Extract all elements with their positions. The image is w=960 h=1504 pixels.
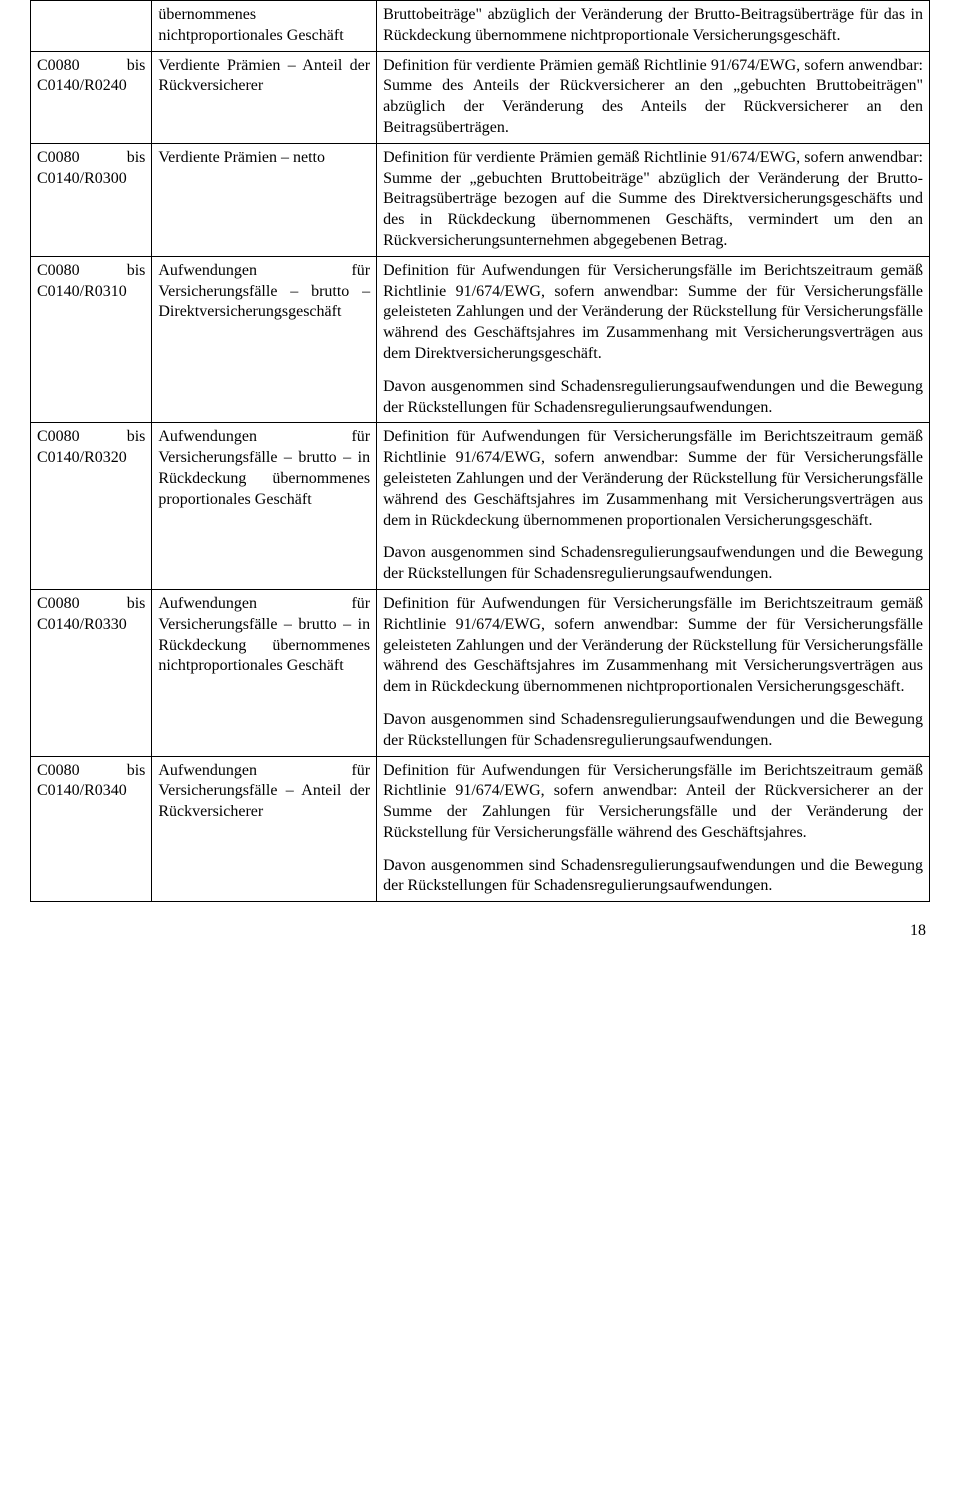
description-paragraph: Bruttobeiträge" abzüglich der Veränderun… — [383, 5, 923, 47]
description-paragraph: Definition für verdiente Prämien gemäß R… — [383, 148, 923, 252]
table-body: übernommenes nichtproportionales Geschäf… — [31, 1, 930, 902]
cell-description: Definition für Aufwendungen für Versiche… — [377, 756, 930, 902]
cell-label: Aufwendungen für Versicherungsfälle – br… — [152, 423, 377, 590]
table-row: C0080 bis C0140/R0320Aufwendungen für Ve… — [31, 423, 930, 590]
description-paragraph: Davon ausgenommen sind Schadensregulieru… — [383, 856, 923, 898]
cell-label: übernommenes nichtproportionales Geschäf… — [152, 1, 377, 52]
page-number: 18 — [30, 902, 930, 940]
cell-code: C0080 bis C0140/R0340 — [31, 756, 152, 902]
cell-description: Definition für Aufwendungen für Versiche… — [377, 423, 930, 590]
cell-code: C0080 bis C0140/R0300 — [31, 143, 152, 256]
table-row: C0080 bis C0140/R0240Verdiente Prämien –… — [31, 51, 930, 143]
description-paragraph: Davon ausgenommen sind Schadensregulieru… — [383, 710, 923, 752]
cell-label: Aufwendungen für Versicherungsfälle – An… — [152, 756, 377, 902]
cell-label: Aufwendungen für Versicherungsfälle – br… — [152, 589, 377, 756]
description-paragraph: Definition für Aufwendungen für Versiche… — [383, 261, 923, 365]
table-row: übernommenes nichtproportionales Geschäf… — [31, 1, 930, 52]
description-paragraph: Definition für verdiente Prämien gemäß R… — [383, 56, 923, 139]
table-row: C0080 bis C0140/R0330Aufwendungen für Ve… — [31, 589, 930, 756]
description-paragraph: Definition für Aufwendungen für Versiche… — [383, 761, 923, 844]
data-table: übernommenes nichtproportionales Geschäf… — [30, 0, 930, 902]
cell-code: C0080 bis C0140/R0320 — [31, 423, 152, 590]
cell-label: Verdiente Prämien – Anteil der Rückversi… — [152, 51, 377, 143]
cell-description: Bruttobeiträge" abzüglich der Veränderun… — [377, 1, 930, 52]
cell-code: C0080 bis C0140/R0310 — [31, 256, 152, 423]
cell-code — [31, 1, 152, 52]
cell-description: Definition für Aufwendungen für Versiche… — [377, 589, 930, 756]
table-row: C0080 bis C0140/R0340Aufwendungen für Ve… — [31, 756, 930, 902]
cell-description: Definition für verdiente Prämien gemäß R… — [377, 51, 930, 143]
table-row: C0080 bis C0140/R0310Aufwendungen für Ve… — [31, 256, 930, 423]
cell-description: Definition für verdiente Prämien gemäß R… — [377, 143, 930, 256]
description-paragraph: Definition für Aufwendungen für Versiche… — [383, 594, 923, 698]
cell-description: Definition für Aufwendungen für Versiche… — [377, 256, 930, 423]
cell-label: Verdiente Prämien – netto — [152, 143, 377, 256]
table-row: C0080 bis C0140/R0300Verdiente Prämien –… — [31, 143, 930, 256]
cell-code: C0080 bis C0140/R0330 — [31, 589, 152, 756]
cell-label: Aufwendungen für Versicherungsfälle – br… — [152, 256, 377, 423]
description-paragraph: Definition für Aufwendungen für Versiche… — [383, 427, 923, 531]
description-paragraph: Davon ausgenommen sind Schadensregulieru… — [383, 377, 923, 419]
description-paragraph: Davon ausgenommen sind Schadensregulieru… — [383, 543, 923, 585]
cell-code: C0080 bis C0140/R0240 — [31, 51, 152, 143]
